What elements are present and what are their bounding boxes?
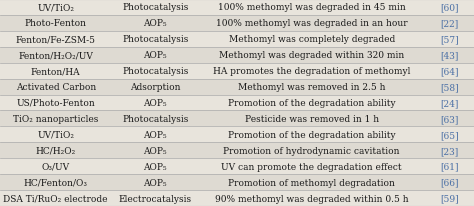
Text: Adsorption: Adsorption xyxy=(130,83,181,92)
Text: [65]: [65] xyxy=(440,130,458,139)
Text: Pesticide was removed in 1 h: Pesticide was removed in 1 h xyxy=(245,114,379,123)
Text: HC/H₂O₂: HC/H₂O₂ xyxy=(36,146,76,155)
Text: [63]: [63] xyxy=(440,114,458,123)
FancyBboxPatch shape xyxy=(0,16,474,32)
Text: Photocatalysis: Photocatalysis xyxy=(122,4,189,12)
Text: [66]: [66] xyxy=(440,178,458,187)
Text: Photo-Fenton: Photo-Fenton xyxy=(25,19,87,28)
Text: 90% methomyl was degraded within 0.5 h: 90% methomyl was degraded within 0.5 h xyxy=(215,194,409,202)
Text: AOP₅: AOP₅ xyxy=(144,19,167,28)
Text: Photocatalysis: Photocatalysis xyxy=(122,35,189,44)
Text: Electrocatalysis: Electrocatalysis xyxy=(118,194,192,202)
Text: AOP₅: AOP₅ xyxy=(144,162,167,171)
Text: AOP₅: AOP₅ xyxy=(144,98,167,108)
Text: TiO₂ nanoparticles: TiO₂ nanoparticles xyxy=(13,114,99,123)
Text: [22]: [22] xyxy=(440,19,458,28)
FancyBboxPatch shape xyxy=(0,127,474,143)
Text: 100% methomyl was degraded in an hour: 100% methomyl was degraded in an hour xyxy=(216,19,408,28)
Text: Fenton/HA: Fenton/HA xyxy=(31,67,81,76)
FancyBboxPatch shape xyxy=(0,63,474,79)
Text: AOP₅: AOP₅ xyxy=(144,178,167,187)
Text: HA promotes the degradation of methomyl: HA promotes the degradation of methomyl xyxy=(213,67,410,76)
Text: [43]: [43] xyxy=(440,51,458,60)
Text: [64]: [64] xyxy=(440,67,458,76)
Text: Promotion of methomyl degradation: Promotion of methomyl degradation xyxy=(228,178,395,187)
Text: Photocatalysis: Photocatalysis xyxy=(122,67,189,76)
Text: US/Photo-Fenton: US/Photo-Fenton xyxy=(16,98,95,108)
FancyBboxPatch shape xyxy=(0,143,474,158)
Text: [58]: [58] xyxy=(440,83,458,92)
FancyBboxPatch shape xyxy=(0,79,474,95)
Text: AOP₅: AOP₅ xyxy=(144,146,167,155)
FancyBboxPatch shape xyxy=(0,190,474,206)
Text: HC/Fenton/O₃: HC/Fenton/O₃ xyxy=(24,178,88,187)
Text: Promotion of hydrodynamic cavitation: Promotion of hydrodynamic cavitation xyxy=(223,146,400,155)
FancyBboxPatch shape xyxy=(0,174,474,190)
Text: O₃/UV: O₃/UV xyxy=(42,162,70,171)
Text: DSA Ti/RuO₂ electrode: DSA Ti/RuO₂ electrode xyxy=(3,194,108,202)
Text: Methomyl was removed in 2.5 h: Methomyl was removed in 2.5 h xyxy=(238,83,385,92)
Text: Fenton/H₂O₂/UV: Fenton/H₂O₂/UV xyxy=(18,51,93,60)
Text: [24]: [24] xyxy=(440,98,458,108)
Text: [57]: [57] xyxy=(440,35,458,44)
Text: AOP₅: AOP₅ xyxy=(144,51,167,60)
Text: [23]: [23] xyxy=(440,146,458,155)
FancyBboxPatch shape xyxy=(0,111,474,127)
FancyBboxPatch shape xyxy=(0,158,474,174)
FancyBboxPatch shape xyxy=(0,48,474,63)
Text: [61]: [61] xyxy=(440,162,458,171)
Text: Fenton/Fe-ZSM-5: Fenton/Fe-ZSM-5 xyxy=(16,35,96,44)
FancyBboxPatch shape xyxy=(0,32,474,48)
Text: AOP₅: AOP₅ xyxy=(144,130,167,139)
Text: Activated Carbon: Activated Carbon xyxy=(16,83,96,92)
FancyBboxPatch shape xyxy=(0,95,474,111)
Text: Methomyl was completely degraded: Methomyl was completely degraded xyxy=(228,35,395,44)
Text: [60]: [60] xyxy=(440,4,458,12)
Text: [59]: [59] xyxy=(440,194,458,202)
Text: Promotion of the degradation ability: Promotion of the degradation ability xyxy=(228,130,395,139)
Text: 100% methomyl was degraded in 45 min: 100% methomyl was degraded in 45 min xyxy=(218,4,406,12)
Text: Promotion of the degradation ability: Promotion of the degradation ability xyxy=(228,98,395,108)
Text: UV/TiO₂: UV/TiO₂ xyxy=(37,4,74,12)
Text: Photocatalysis: Photocatalysis xyxy=(122,114,189,123)
Text: Methomyl was degraded within 320 min: Methomyl was degraded within 320 min xyxy=(219,51,404,60)
FancyBboxPatch shape xyxy=(0,0,474,16)
Text: UV/TiO₂: UV/TiO₂ xyxy=(37,130,74,139)
Text: UV can promote the degradation effect: UV can promote the degradation effect xyxy=(221,162,402,171)
